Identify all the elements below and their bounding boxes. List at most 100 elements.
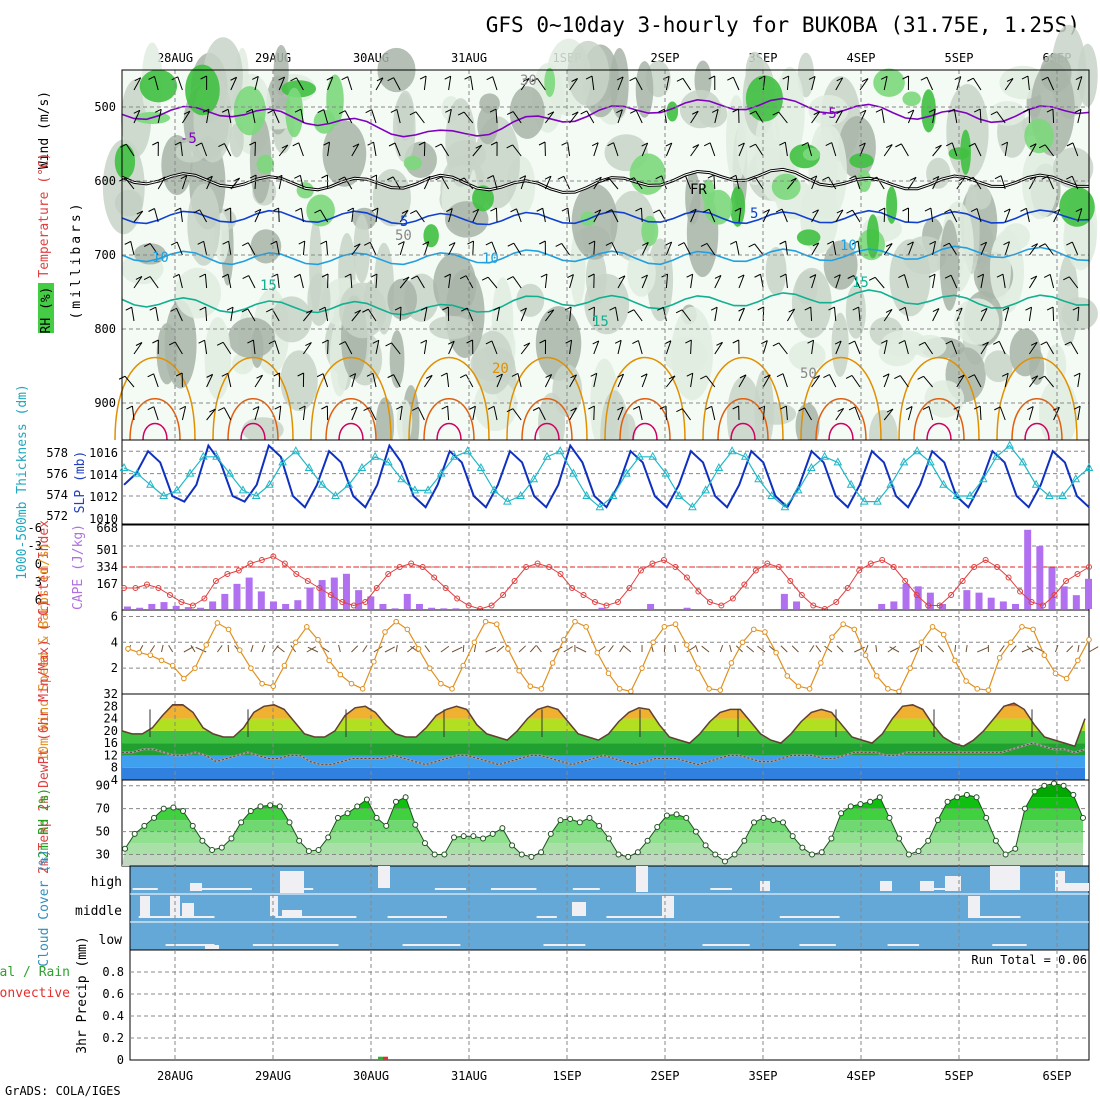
wind-barb (371, 109, 377, 124)
lifted-index-point (189, 602, 196, 609)
wind-barb-flag (216, 341, 224, 346)
wind-barb (665, 142, 673, 157)
wind-barb-flag (124, 240, 131, 245)
rh-point (1060, 782, 1067, 789)
wind-barb-flag (761, 340, 768, 345)
wind-speed-point (493, 621, 500, 628)
wind-barb-flag (642, 241, 649, 246)
wind-barb (787, 177, 797, 190)
slp-tick: 1016 (89, 446, 118, 460)
rh-shade (271, 296, 312, 343)
wind-barb (1004, 78, 1014, 91)
precip-bar (383, 1056, 388, 1060)
wind-barb (399, 241, 405, 256)
rh-line (124, 782, 1084, 863)
wind-barb-flag (362, 308, 369, 313)
isotherm-25 (1011, 398, 1063, 441)
wind-barb (462, 644, 465, 653)
series-marker (410, 485, 420, 494)
wind-barb-flag (179, 405, 186, 410)
wind-barb-flag (570, 407, 577, 412)
wind-barb (682, 78, 692, 91)
wind-barb (300, 109, 304, 124)
wind-barb-flag (1023, 108, 1030, 113)
rh-moist (886, 186, 898, 224)
wind-speed-point (695, 665, 701, 671)
wind-speed-point (985, 687, 992, 693)
temp-tick: 4 (111, 773, 118, 787)
cape-bar (440, 608, 448, 609)
series-marker (212, 451, 221, 460)
wind-speed-point (672, 621, 679, 628)
wind-barb (951, 142, 958, 157)
wind-barb (904, 340, 909, 355)
wind-barb (254, 209, 262, 223)
wind-barb-flag (370, 174, 377, 179)
wind-speed-point (818, 660, 824, 666)
wind-barb (303, 309, 313, 322)
wind-barb-flag (193, 209, 200, 214)
wind-barb-flag (691, 110, 699, 115)
cape-bar (172, 605, 180, 609)
lifted-index-point (626, 585, 633, 591)
wind-barb (252, 340, 256, 355)
rh-point (1070, 791, 1077, 798)
precip-tick: 0 (117, 1053, 124, 1067)
wind-barb-flag (703, 142, 711, 147)
wind-barb (1004, 241, 1010, 256)
series-marker (912, 446, 922, 455)
wind-barb-flag (561, 207, 569, 212)
wind-barb (516, 208, 522, 223)
series-marker (370, 451, 380, 460)
rh-point (644, 837, 651, 844)
wind-barb (951, 340, 958, 355)
wind-barb-flag (147, 406, 155, 411)
li-tick: 3 (35, 575, 42, 589)
wind-barb (133, 210, 144, 223)
wind-speed-point (281, 662, 288, 669)
rh-point (538, 849, 545, 856)
wind-barb-flag (493, 306, 500, 311)
lifted-index-point (1063, 578, 1070, 584)
wind-barb-flag (932, 308, 940, 312)
wind-barb-flag (496, 373, 503, 378)
wind-barb (424, 645, 431, 653)
rh-shade (954, 298, 1000, 345)
temp-tick: 16 (104, 736, 118, 750)
cloud-trace (280, 944, 339, 946)
wind-speed-point (561, 636, 567, 643)
wind-barb (907, 406, 913, 421)
wind-barb-flag (275, 174, 283, 179)
wind-barb-flag (180, 175, 187, 180)
wind-barb (1028, 143, 1037, 157)
wind-barb-flag (523, 342, 531, 347)
rh-moist (403, 155, 422, 171)
wind-barb-flag (754, 273, 761, 278)
wind-barb (608, 177, 619, 190)
wind-barb-flag (321, 339, 329, 344)
rh-shade (635, 61, 654, 118)
wind-barb-flag (265, 308, 273, 313)
wind-barb-flag (677, 242, 685, 247)
wind-barb (615, 307, 619, 322)
wind-barb (351, 309, 362, 322)
lifted-index-point (787, 578, 794, 584)
cape-bar (342, 573, 350, 609)
cloud-cell (990, 866, 1020, 890)
wind-barb-flag (772, 342, 780, 347)
wind-barb (153, 373, 159, 388)
wind-barb (538, 407, 546, 421)
contour-label: 20 (492, 361, 509, 377)
lifted-index-point (833, 599, 840, 605)
wind-barb-flag (481, 276, 489, 281)
wind-barb (351, 243, 361, 256)
wind-barb-flag (1073, 405, 1081, 410)
wind-barb-flag (734, 207, 742, 212)
wind-barb (440, 645, 450, 653)
wind-barb-flag (749, 176, 756, 181)
wind-barb-flag (224, 207, 231, 212)
wind-barb (690, 339, 692, 355)
wind-barb (448, 274, 451, 289)
wind-barb (124, 177, 135, 190)
